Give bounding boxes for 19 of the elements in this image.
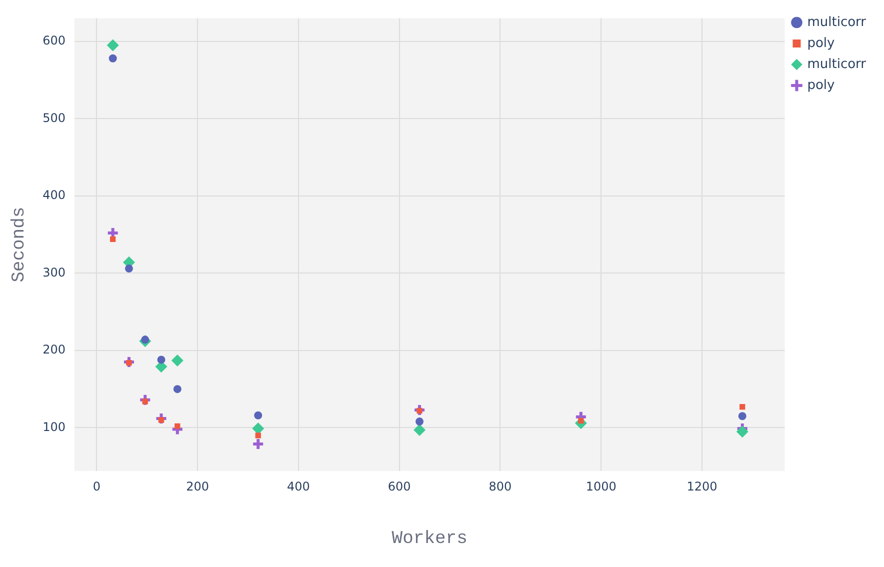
y-tick-label: 200 xyxy=(42,342,66,357)
x-tick-label: 800 xyxy=(488,479,512,494)
legend-label: multicorr xyxy=(807,56,867,72)
legend-label: multicorr xyxy=(807,14,867,30)
y-tick-label: 500 xyxy=(42,110,66,125)
x-tick-label: 1000 xyxy=(586,479,616,494)
y-axis-title: Seconds xyxy=(10,206,30,282)
x-tick-label: 200 xyxy=(186,479,210,494)
y-tick-label: 400 xyxy=(42,188,66,202)
legend-label: poly xyxy=(807,78,836,93)
x-tick-label: 0 xyxy=(92,479,101,494)
y-tick-label: 600 xyxy=(42,34,66,48)
y-tick-label: 100 xyxy=(42,420,66,434)
x-tick-label: 400 xyxy=(287,479,310,494)
legend-label: poly xyxy=(807,36,836,51)
x-tick-label: 1200 xyxy=(686,479,718,494)
x-axis-title: Workers xyxy=(392,528,468,549)
y-tick-label: 300 xyxy=(42,265,66,280)
x-tick-label: 600 xyxy=(388,479,411,494)
